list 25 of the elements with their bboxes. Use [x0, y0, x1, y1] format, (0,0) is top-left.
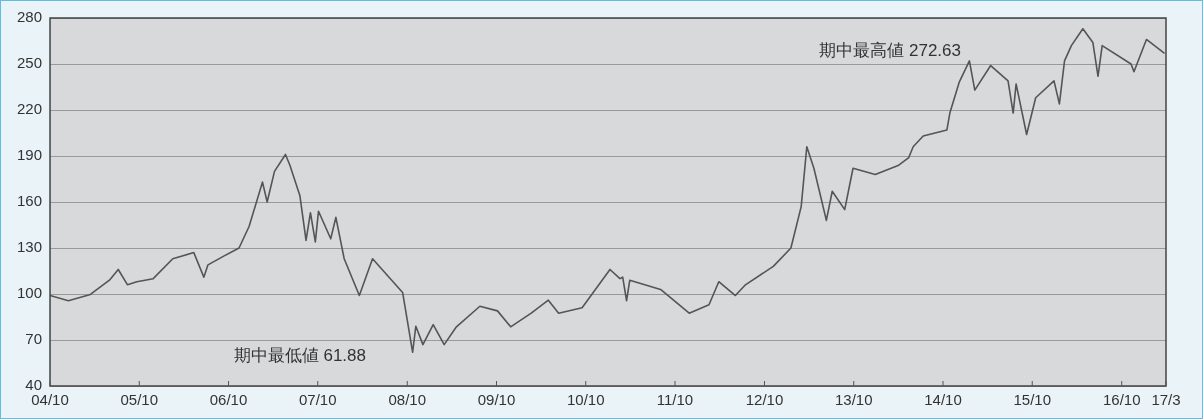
x-tick-label: 12/10	[745, 391, 784, 409]
x-tick-label: 05/10	[120, 391, 159, 409]
y-tick-label: 70	[25, 330, 43, 348]
annotation: 期中最低値 61.88	[233, 345, 366, 365]
y-tick-label: 280	[17, 8, 43, 26]
x-tick-label: 13/10	[834, 391, 873, 409]
x-tick-label: 06/10	[209, 391, 248, 409]
x-tick-label: 14/10	[924, 391, 962, 409]
y-tick-label: 190	[17, 146, 43, 164]
x-tick-label: 09/10	[477, 391, 516, 409]
y-tick-label: 250	[17, 54, 43, 72]
x-tick-label: 16/10	[1102, 391, 1141, 409]
x-tick-label: 11/10	[656, 391, 694, 409]
x-tick-label: 10/10	[566, 391, 605, 409]
y-tick-label: 40	[25, 376, 43, 394]
x-tick-label: 08/10	[388, 391, 427, 409]
x-tick-label: 17/3	[1151, 391, 1181, 409]
x-tick-label: 07/10	[299, 391, 337, 409]
y-tick-label: 160	[17, 192, 43, 210]
y-tick-label: 100	[17, 284, 43, 302]
x-tick-label: 15/10	[1013, 391, 1052, 409]
y-tick-label: 130	[17, 238, 43, 256]
y-tick-label: 220	[17, 100, 43, 118]
annotation: 期中最高値 272.63	[819, 40, 961, 60]
x-tick-label: 04/10	[31, 391, 69, 409]
